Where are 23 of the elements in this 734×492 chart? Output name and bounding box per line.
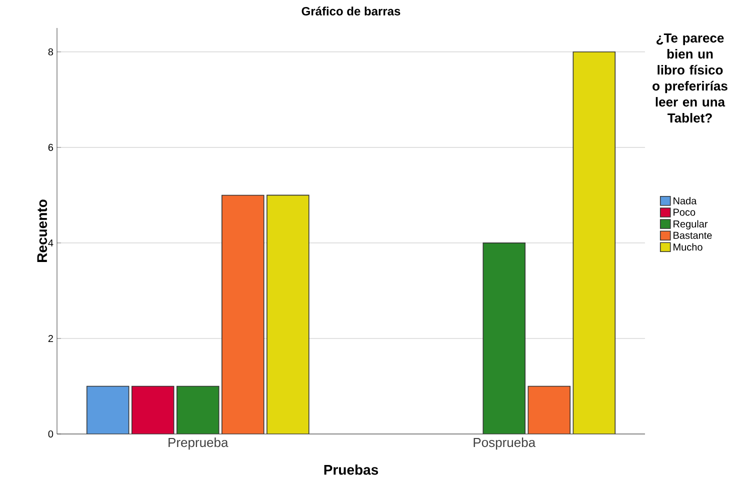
y-axis-title: Recuento [37,200,48,262]
chart-title: Gráfico de barras [302,6,400,16]
bar [176,386,220,434]
x-tick-label: Posprueba [474,438,536,450]
y-tick-label: 8 [48,48,54,56]
y-tick-label: 0 [48,430,54,438]
legend-label: Bastante [674,232,712,239]
bar [528,386,571,434]
legend-label: Poco [674,208,696,216]
bar [266,194,310,434]
y-tick-label: 4 [48,239,54,246]
bar [482,242,526,434]
x-axis-title: Pruebas [324,464,378,475]
bar [222,194,264,434]
legend-label: Nada [674,197,697,204]
y-tick-label: 2 [48,334,53,342]
legend-label: Mucho [674,243,702,251]
x-tick-label: Preprueba [168,438,228,450]
legend-label: Regular [674,220,708,230]
bar [86,386,130,434]
legend-title: ¿Te parece bien un libro físico o preferirías leer en una Tablet? [652,34,728,123]
bar [572,51,616,434]
y-tick-label: 6 [48,144,54,151]
